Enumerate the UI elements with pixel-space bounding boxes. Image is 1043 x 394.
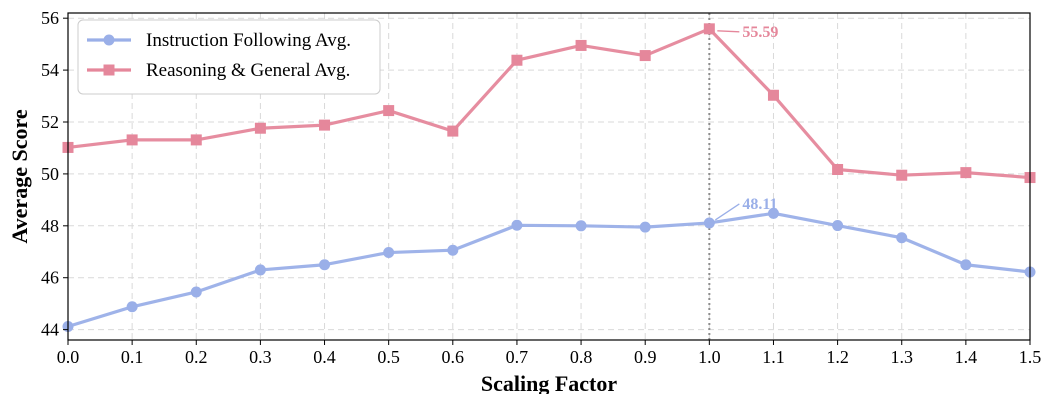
y-tick-label: 54: [41, 60, 59, 80]
data-point-circle: [960, 259, 972, 271]
data-point-circle: [575, 220, 587, 232]
y-tick-label: 50: [41, 164, 59, 184]
data-point-circle: [254, 264, 266, 276]
annotation-label: 55.59: [742, 24, 778, 41]
series-layer: [62, 23, 1036, 333]
y-tick-label: 48: [41, 216, 59, 236]
series-line: [66, 27, 1032, 180]
legend-label: Reasoning & General Avg.: [146, 60, 350, 81]
data-point-square: [896, 169, 908, 181]
plot-frame: [67, 12, 1031, 341]
data-point-circle: [126, 301, 138, 313]
data-point-square: [767, 89, 779, 101]
x-tick-label: 1.5: [1019, 347, 1042, 367]
data-point-circle: [511, 219, 523, 231]
x-tick-label: 1.1: [762, 347, 785, 367]
annotation-arrow: [714, 203, 740, 221]
x-tick-label: 1.4: [955, 347, 978, 367]
x-tick-label: 0.7: [506, 347, 529, 367]
data-point-square: [319, 119, 331, 131]
data-point-square: [190, 134, 202, 146]
data-point-circle: [447, 244, 459, 256]
data-point-square: [511, 54, 523, 66]
data-point-square: [832, 163, 844, 175]
data-point-square: [960, 167, 972, 179]
x-tick-label: 1.2: [826, 347, 849, 367]
data-point-square: [639, 50, 651, 62]
data-point-square: [447, 125, 459, 137]
data-point-circle: [767, 207, 779, 219]
data-point-circle: [832, 220, 844, 232]
data-point-square: [575, 39, 587, 51]
annotation-arrow: [717, 30, 740, 33]
y-axis-title: Average Score: [7, 109, 32, 243]
data-point-square: [254, 122, 266, 134]
y-tick-label: 46: [41, 268, 59, 288]
legend-marker-square: [103, 64, 115, 76]
x-tick-label: 0.6: [442, 347, 465, 367]
x-tick-label: 1.0: [698, 347, 721, 367]
data-point-square: [383, 105, 395, 117]
legend-box: [77, 19, 381, 95]
x-tick-label: 0.2: [185, 347, 208, 367]
data-point-circle: [319, 259, 331, 271]
annotation-layer: 55.59 48.11: [714, 24, 778, 221]
data-point-circle: [703, 217, 715, 229]
y-tick-label: 52: [41, 112, 59, 132]
data-point-square: [703, 23, 715, 35]
x-tick-label: 0.3: [249, 347, 272, 367]
series-line: [66, 211, 1032, 329]
x-tick-label: 0.1: [121, 347, 144, 367]
legend-marker-circle: [103, 34, 115, 46]
tick-layer: 0.0 0.1 0.2 0.3 0.4 0.5 0.6 0.7 0.8 0.9 1.0 1.1 1.2 1…: [41, 8, 1041, 367]
x-tick-label: 0.8: [570, 347, 593, 367]
series-0: [62, 207, 1036, 333]
x-tick-label: 0.4: [313, 347, 336, 367]
data-point-circle: [383, 247, 395, 259]
y-tick-label: 44: [41, 320, 59, 340]
x-tick-label: 1.3: [890, 347, 913, 367]
data-point-square: [126, 134, 138, 146]
x-tick-label: 0.0: [57, 347, 80, 367]
legend: Instruction Following Avg. Reasoning & Ge…: [77, 19, 381, 95]
annotation-label: 48.11: [742, 196, 777, 213]
legend-label: Instruction Following Avg.: [146, 30, 351, 51]
y-tick-label: 56: [41, 8, 59, 28]
x-axis-title: Scaling Factor: [481, 371, 617, 394]
x-tick-label: 0.9: [634, 347, 657, 367]
data-point-circle: [190, 286, 202, 298]
data-point-circle: [639, 221, 651, 233]
x-tick-label: 0.5: [377, 347, 400, 367]
data-point-circle: [896, 232, 908, 244]
